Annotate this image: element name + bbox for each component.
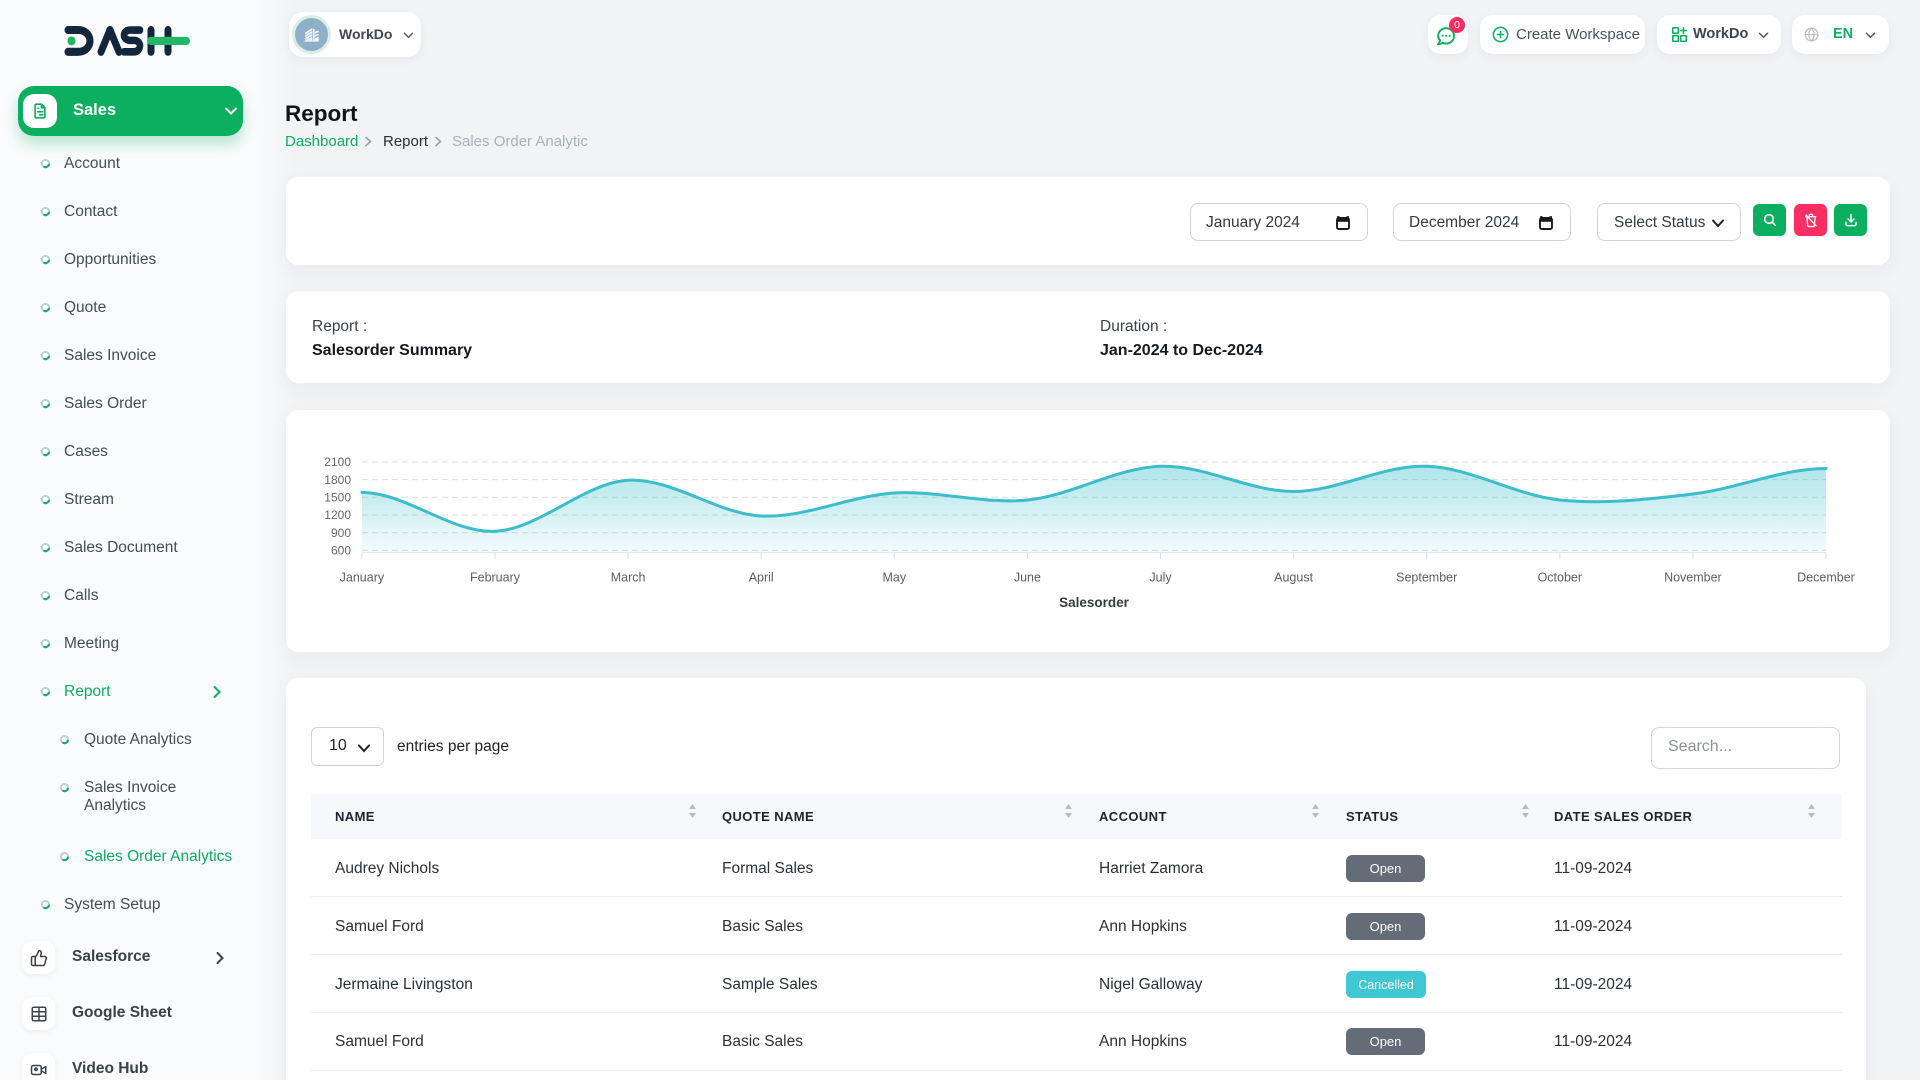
svg-text:2100: 2100 [324, 455, 351, 469]
svg-text:November: November [1664, 571, 1722, 585]
svg-text:900: 900 [331, 526, 351, 540]
svg-text:April: April [749, 571, 774, 585]
svg-text:March: March [611, 571, 646, 585]
svg-text:February: February [470, 571, 521, 585]
svg-text:Salesorder: Salesorder [1059, 595, 1130, 610]
svg-text:1800: 1800 [324, 473, 351, 487]
svg-text:1500: 1500 [324, 491, 351, 505]
svg-text:December: December [1797, 571, 1855, 585]
svg-text:600: 600 [331, 544, 351, 558]
svg-text:September: September [1396, 571, 1457, 585]
svg-text:October: October [1538, 571, 1582, 585]
svg-text:January: January [340, 571, 385, 585]
svg-text:1200: 1200 [324, 508, 351, 522]
svg-text:July: July [1149, 571, 1172, 585]
svg-text:May: May [882, 571, 906, 585]
svg-text:June: June [1014, 571, 1041, 585]
svg-text:August: August [1274, 571, 1313, 585]
